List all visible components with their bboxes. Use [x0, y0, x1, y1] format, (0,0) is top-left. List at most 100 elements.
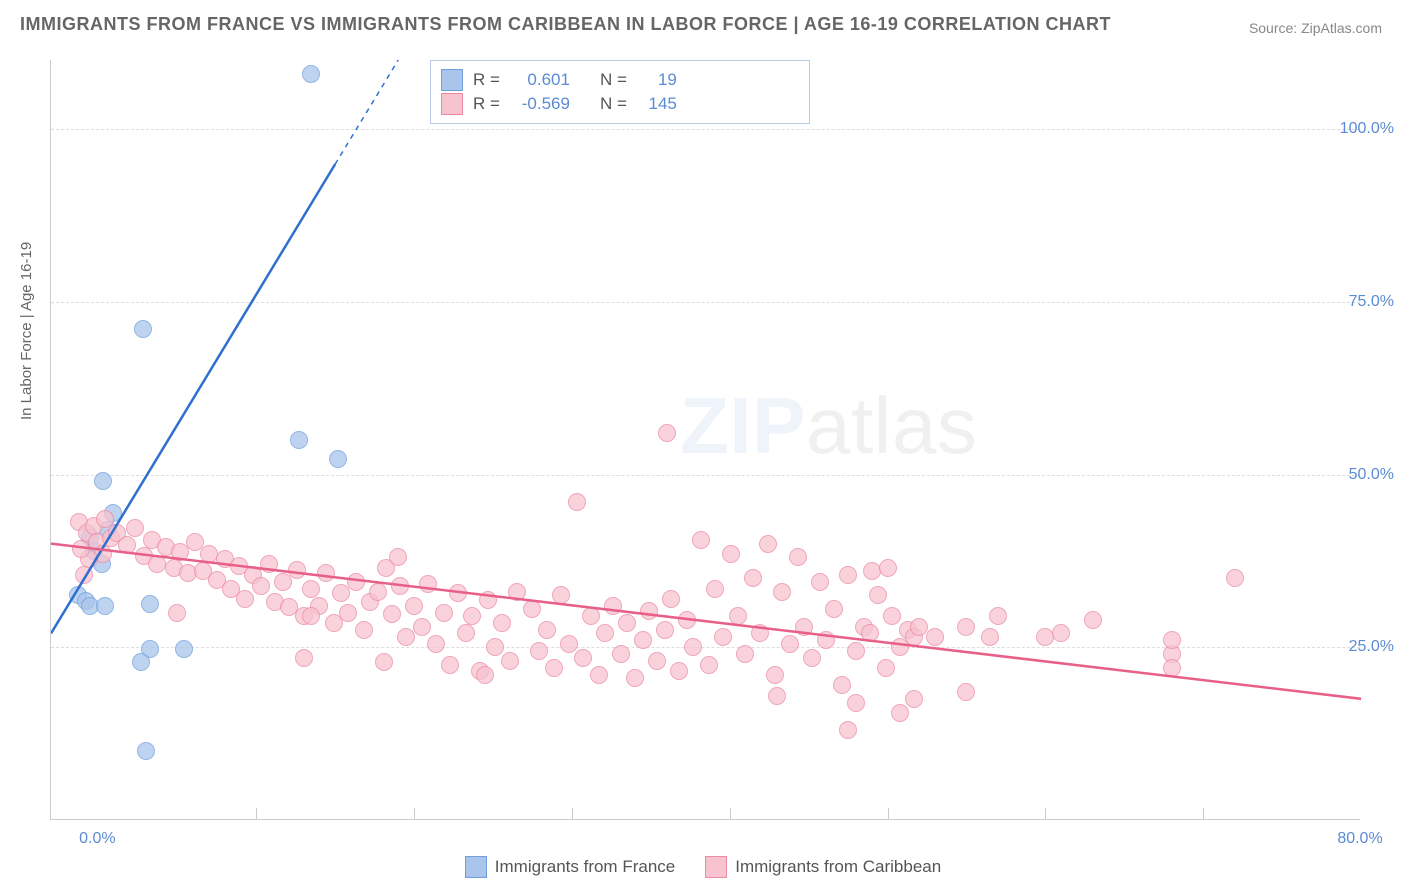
scatter-point-caribbean [926, 628, 944, 646]
scatter-point-caribbean [910, 618, 928, 636]
scatter-point-caribbean [596, 624, 614, 642]
legend-swatch [441, 69, 463, 91]
scatter-point-caribbean [768, 687, 786, 705]
chart-title: IMMIGRANTS FROM FRANCE VS IMMIGRANTS FRO… [20, 14, 1111, 35]
scatter-point-france [137, 742, 155, 760]
scatter-point-caribbean [817, 631, 835, 649]
n-label: N = [600, 94, 627, 114]
scatter-point-caribbean [883, 607, 901, 625]
legend-series-label: Immigrants from France [495, 857, 675, 877]
scatter-point-caribbean [413, 618, 431, 636]
scatter-point-caribbean [833, 676, 851, 694]
scatter-point-caribbean [981, 628, 999, 646]
scatter-point-caribbean [252, 577, 270, 595]
scatter-point-caribbean [523, 600, 541, 618]
scatter-point-france [290, 431, 308, 449]
scatter-point-caribbean [449, 584, 467, 602]
gridline-v [256, 808, 257, 820]
scatter-point-caribbean [441, 656, 459, 674]
legend-swatch [465, 856, 487, 878]
gridline-h [51, 302, 1360, 303]
scatter-point-caribbean [375, 653, 393, 671]
scatter-point-caribbean [347, 573, 365, 591]
correlation-legend: R =0.601N =19R =-0.569N =145 [430, 60, 810, 124]
scatter-point-caribbean [891, 704, 909, 722]
scatter-point-caribbean [389, 548, 407, 566]
scatter-point-caribbean [435, 604, 453, 622]
scatter-point-caribbean [839, 566, 857, 584]
scatter-point-caribbean [288, 561, 306, 579]
scatter-point-caribbean [648, 652, 666, 670]
scatter-point-caribbean [729, 607, 747, 625]
scatter-point-caribbean [419, 575, 437, 593]
scatter-point-caribbean [795, 618, 813, 636]
scatter-point-caribbean [803, 649, 821, 667]
scatter-point-france [96, 597, 114, 615]
scatter-point-caribbean [552, 586, 570, 604]
scatter-point-caribbean [391, 577, 409, 595]
plot-area [50, 60, 1360, 820]
scatter-point-caribbean [405, 597, 423, 615]
scatter-point-caribbean [714, 628, 732, 646]
scatter-point-caribbean [369, 583, 387, 601]
scatter-point-caribbean [869, 586, 887, 604]
scatter-point-caribbean [618, 614, 636, 632]
scatter-point-caribbean [75, 566, 93, 584]
scatter-point-caribbean [1226, 569, 1244, 587]
scatter-point-caribbean [706, 580, 724, 598]
scatter-point-caribbean [1163, 659, 1181, 677]
scatter-point-caribbean [692, 531, 710, 549]
scatter-point-caribbean [493, 614, 511, 632]
scatter-point-caribbean [684, 638, 702, 656]
series-legend: Immigrants from France Immigrants from Ca… [0, 856, 1406, 878]
y-axis-label: In Labor Force | Age 16-19 [18, 242, 35, 420]
scatter-point-caribbean [989, 607, 1007, 625]
scatter-point-caribbean [612, 645, 630, 663]
scatter-point-caribbean [957, 683, 975, 701]
scatter-point-caribbean [568, 493, 586, 511]
gridline-h [51, 475, 1360, 476]
x-tick-label: 80.0% [1337, 830, 1382, 848]
scatter-point-caribbean [118, 536, 136, 554]
x-tick-label: 0.0% [79, 830, 115, 848]
gridline-v [1045, 808, 1046, 820]
scatter-point-caribbean [355, 621, 373, 639]
gridline-h [51, 129, 1360, 130]
n-label: N = [600, 70, 627, 90]
legend-stat-row: R =-0.569N =145 [441, 93, 799, 115]
scatter-point-france [94, 472, 112, 490]
scatter-point-caribbean [574, 649, 592, 667]
legend-series-item: Immigrants from Caribbean [705, 856, 941, 878]
scatter-point-caribbean [744, 569, 762, 587]
scatter-point-caribbean [148, 555, 166, 573]
scatter-point-caribbean [457, 624, 475, 642]
scatter-point-caribbean [1084, 611, 1102, 629]
scatter-point-caribbean [861, 624, 879, 642]
scatter-point-caribbean [302, 607, 320, 625]
scatter-point-caribbean [957, 618, 975, 636]
scatter-point-caribbean [383, 605, 401, 623]
scatter-point-caribbean [545, 659, 563, 677]
scatter-point-caribbean [640, 602, 658, 620]
scatter-point-caribbean [501, 652, 519, 670]
gridline-v [1203, 808, 1204, 820]
scatter-point-caribbean [486, 638, 504, 656]
scatter-point-caribbean [766, 666, 784, 684]
y-tick-label: 50.0% [1349, 466, 1394, 484]
scatter-point-caribbean [879, 559, 897, 577]
gridline-v [888, 808, 889, 820]
scatter-point-caribbean [427, 635, 445, 653]
scatter-point-caribbean [582, 607, 600, 625]
scatter-point-caribbean [463, 607, 481, 625]
scatter-point-caribbean [476, 666, 494, 684]
scatter-point-caribbean [260, 555, 278, 573]
scatter-point-france [175, 640, 193, 658]
scatter-point-france [329, 450, 347, 468]
r-value: 0.601 [510, 70, 570, 90]
gridline-v [572, 808, 573, 820]
scatter-point-caribbean [295, 649, 313, 667]
gridline-v [414, 808, 415, 820]
scatter-point-caribbean [700, 656, 718, 674]
scatter-point-caribbean [847, 694, 865, 712]
scatter-point-caribbean [626, 669, 644, 687]
